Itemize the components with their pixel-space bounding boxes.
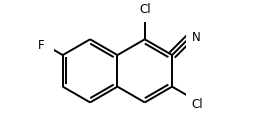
Text: Cl: Cl (139, 3, 151, 16)
Text: F: F (38, 39, 44, 52)
Text: Cl: Cl (192, 98, 203, 111)
Text: N: N (192, 31, 200, 44)
